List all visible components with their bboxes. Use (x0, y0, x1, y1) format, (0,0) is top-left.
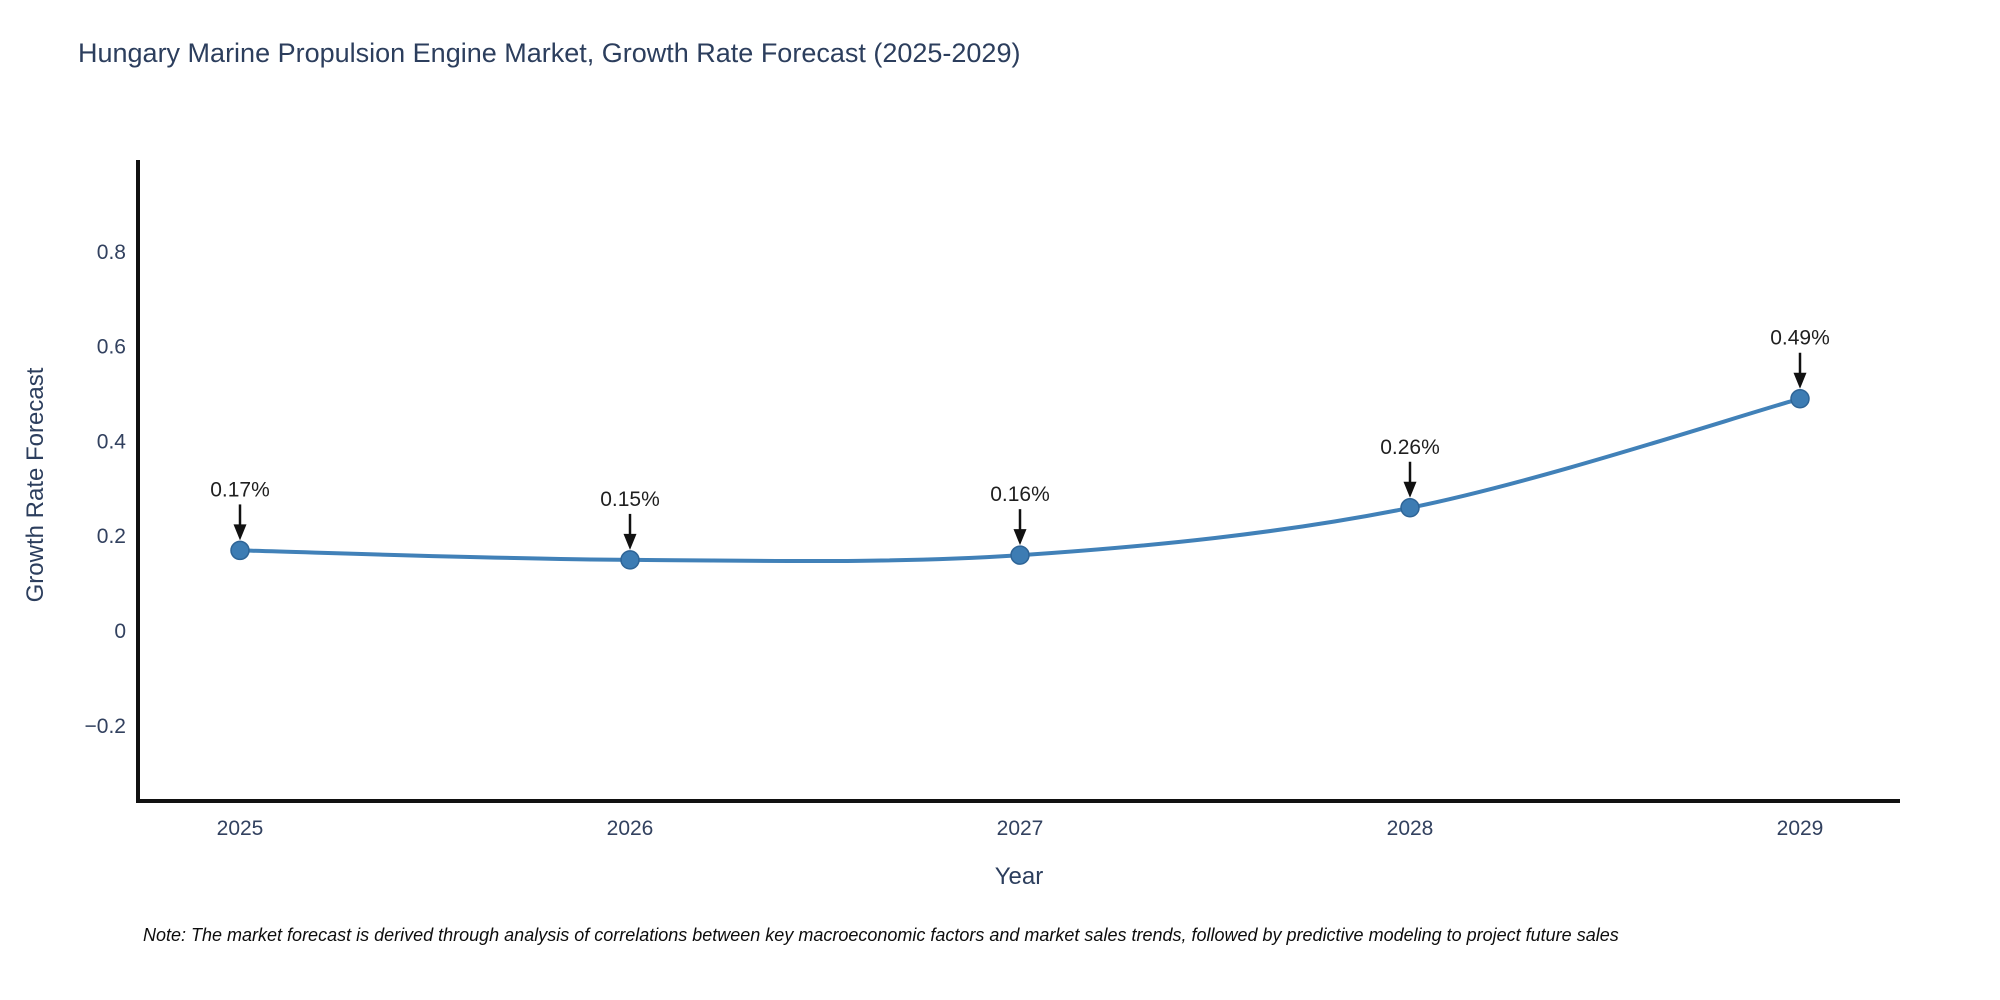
annotation-arrow-head (623, 533, 637, 550)
x-axis-title: Year (994, 863, 1044, 890)
annotation-label: 0.16% (990, 483, 1050, 506)
annotation-label: 0.15% (600, 488, 660, 511)
annotation-label: 0.26% (1380, 436, 1440, 459)
y-tick-label: 0 (114, 620, 126, 643)
annotation-label: 0.49% (1770, 327, 1830, 350)
y-tick-label: 0.8 (97, 241, 126, 264)
annotation-label: 0.17% (210, 478, 270, 501)
data-point-marker (1010, 545, 1030, 565)
x-tick-label: 2026 (607, 817, 654, 840)
x-tick-label: 2029 (1777, 817, 1824, 840)
y-tick-label: −0.2 (85, 715, 126, 738)
annotation-arrow-head (1403, 481, 1417, 498)
data-point-marker (230, 540, 250, 561)
x-tick-label: 2025 (217, 817, 264, 840)
annotation-arrow-head (1793, 372, 1807, 389)
data-point-marker (620, 550, 640, 570)
annotation-arrow-head (233, 524, 247, 541)
x-tick-label: 2028 (1387, 817, 1434, 840)
x-tick-label: 2027 (997, 817, 1044, 840)
y-tick-label: 0.2 (97, 525, 126, 548)
y-axis-title: Growth Rate Forecast (22, 367, 49, 603)
y-tick-label: 0.6 (97, 336, 126, 359)
data-point-marker (1400, 498, 1420, 518)
annotation-arrow-head (1013, 529, 1027, 546)
y-tick-label: 0.4 (97, 430, 127, 453)
chart-title: Hungary Marine Propulsion Engine Market,… (78, 38, 1021, 68)
footnote: Note: The market forecast is derived thr… (143, 925, 1619, 945)
data-point-marker (1790, 388, 1810, 409)
